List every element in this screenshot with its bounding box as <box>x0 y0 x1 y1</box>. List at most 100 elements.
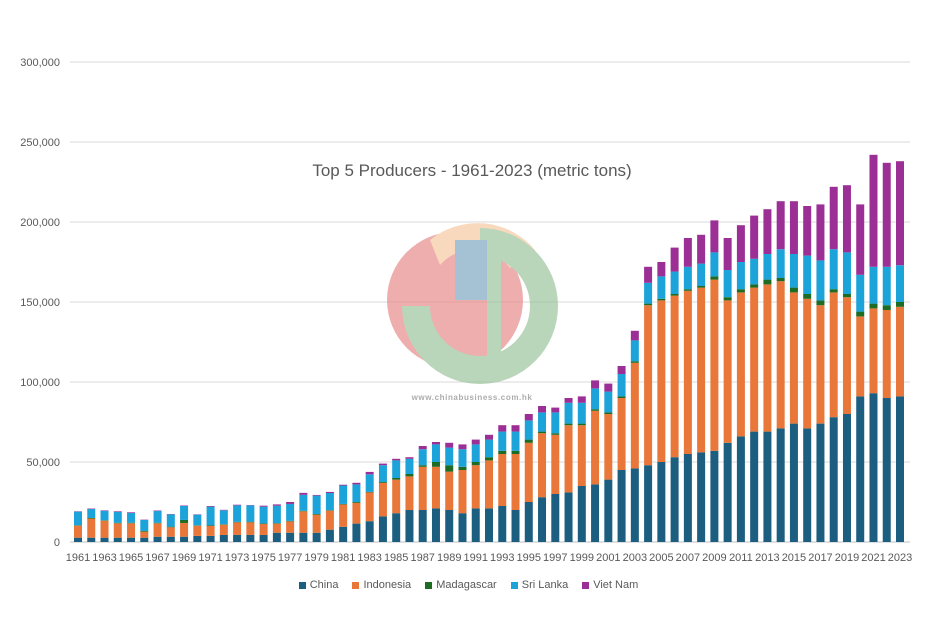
bar-china-1985 <box>392 513 401 542</box>
bar-china-1979 <box>312 532 321 542</box>
bar-indonesia-2020 <box>856 316 865 397</box>
bar-china-1984 <box>378 516 387 542</box>
bar-china-1977 <box>286 532 295 542</box>
bar-indonesia-1974 <box>246 522 255 535</box>
bar-madagascar-1984 <box>378 482 387 483</box>
x-axis-ticks: 1961 1963 1965 1967 1969 1971 1973 1975 1977 1979… <box>66 552 912 564</box>
bar-china-2013 <box>763 431 772 542</box>
bar-indonesia-1986 <box>405 476 414 510</box>
bar-indonesia-2009 <box>710 279 719 451</box>
bar-china-2002 <box>617 470 626 542</box>
bar-sri-lanka-2009 <box>710 252 719 277</box>
bar-sri-lanka-2014 <box>776 249 785 278</box>
bar-china-1975 <box>259 534 268 542</box>
bar-viet-nam-2009 <box>710 220 719 253</box>
bar-viet-nam-1991 <box>471 439 480 445</box>
x-tick-label: 2005 <box>649 552 673 564</box>
bar-china-2010 <box>723 442 732 542</box>
bar-madagascar-2013 <box>763 279 772 285</box>
bar-china-2005 <box>657 462 666 542</box>
bar-viet-nam-1973 <box>233 504 242 506</box>
bar-indonesia-1984 <box>378 482 387 517</box>
bar-china-1964 <box>113 537 122 542</box>
bar-viet-nam-1980 <box>325 491 334 494</box>
bar-indonesia-1993 <box>498 454 507 506</box>
x-tick-label: 1981 <box>331 552 355 564</box>
bar-madagascar-1968 <box>166 526 175 528</box>
bar-viet-nam-2008 <box>697 234 706 264</box>
bar-china-1965 <box>127 537 136 542</box>
bar-china-2023 <box>896 396 904 542</box>
bar-viet-nam-1995 <box>524 414 533 421</box>
bar-sri-lanka-2013 <box>763 254 772 280</box>
bar-sri-lanka-2023 <box>896 265 904 302</box>
bar-madagascar-2019 <box>842 294 851 298</box>
bar-indonesia-1964 <box>113 523 122 538</box>
bar-viet-nam-1981 <box>339 484 348 486</box>
bar-madagascar-1999 <box>577 423 586 426</box>
bar-madagascar-1994 <box>511 450 520 454</box>
bar-madagascar-2005 <box>657 298 666 301</box>
bar-viet-nam-2007 <box>683 238 692 267</box>
bar-sri-lanka-1983 <box>365 474 374 492</box>
x-tick-label: 2003 <box>623 552 647 564</box>
bar-china-2012 <box>750 431 759 542</box>
bar-indonesia-2013 <box>763 284 772 432</box>
legend-label: Sri Lanka <box>521 579 569 591</box>
bar-viet-nam-2011 <box>736 225 745 262</box>
legend-swatch <box>510 581 518 589</box>
x-tick-label: 2011 <box>729 552 753 564</box>
bar-viet-nam-1986 <box>405 457 414 459</box>
bar-madagascar-2008 <box>697 286 706 288</box>
x-tick-label: 1965 <box>119 552 143 564</box>
bar-viet-nam-2016 <box>803 206 812 256</box>
bar-sri-lanka-2022 <box>882 266 891 306</box>
bar-indonesia-1981 <box>339 504 348 527</box>
bar-indonesia-1982 <box>352 502 361 524</box>
bar-china-1967 <box>153 536 162 542</box>
bar-viet-nam-2020 <box>856 204 865 275</box>
bar-indonesia-1977 <box>286 521 295 533</box>
bar-viet-nam-1977 <box>286 502 295 504</box>
bar-indonesia-2017 <box>816 305 825 424</box>
bar-indonesia-1996 <box>538 433 547 498</box>
bar-china-1986 <box>405 510 414 542</box>
bar-viet-nam-1999 <box>577 396 586 403</box>
x-tick-label: 1979 <box>304 552 328 564</box>
bar-china-1989 <box>445 510 454 542</box>
bar-indonesia-1975 <box>259 523 268 535</box>
bar-sri-lanka-1978 <box>299 494 308 511</box>
x-tick-label: 1973 <box>225 552 249 564</box>
bar-sri-lanka-1977 <box>286 503 295 521</box>
bar-viet-nam-2012 <box>750 215 759 259</box>
bar-indonesia-2021 <box>869 308 878 394</box>
bar-china-1992 <box>485 508 493 542</box>
bar-viet-nam-1976 <box>272 504 281 506</box>
bar-madagascar-1996 <box>538 431 547 434</box>
bar-indonesia-1962 <box>87 518 96 538</box>
bar-madagascar-1979 <box>312 514 321 515</box>
bar-indonesia-1987 <box>418 466 427 510</box>
bar-china-1970 <box>193 535 202 542</box>
bar-sri-lanka-1982 <box>352 484 361 502</box>
legend-swatch <box>425 581 433 589</box>
x-tick-label: 1999 <box>570 552 594 564</box>
bar-indonesia-2000 <box>591 410 600 485</box>
x-tick-label: 2019 <box>835 552 859 564</box>
bar-indonesia-2015 <box>789 292 798 424</box>
bar-viet-nam-1978 <box>299 492 308 495</box>
watermark-text: www.chinabusiness.com.hk <box>411 393 533 402</box>
bar-madagascar-2012 <box>750 284 759 288</box>
bar-viet-nam-1996 <box>538 406 547 413</box>
bar-viet-nam-2018 <box>829 186 838 250</box>
bar-indonesia-1990 <box>458 470 467 514</box>
legend-item: China <box>298 579 338 591</box>
bar-sri-lanka-2000 <box>591 388 600 410</box>
bar-china-1998 <box>564 492 573 542</box>
bar-madagascar-2011 <box>736 289 745 293</box>
bar-indonesia-1972 <box>219 524 228 535</box>
legend-item: Viet Nam <box>582 579 638 591</box>
bar-viet-nam-1997 <box>551 407 560 413</box>
bar-china-1966 <box>140 537 149 542</box>
bar-sri-lanka-1963 <box>100 510 109 521</box>
